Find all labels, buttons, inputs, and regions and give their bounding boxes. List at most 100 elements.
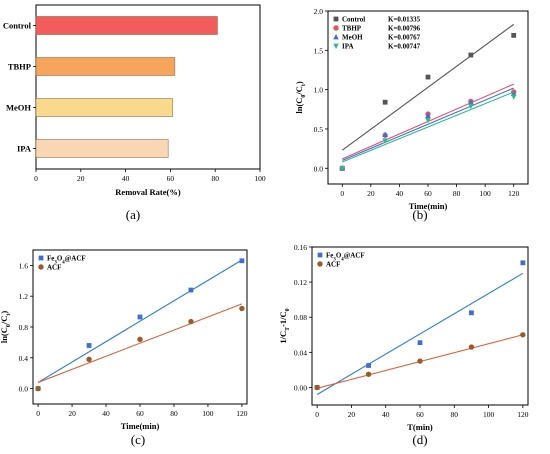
label-part-mid: /C <box>294 86 304 96</box>
x-tick-label: 20 <box>367 189 375 198</box>
label-part-mid: O <box>336 252 342 260</box>
x-tick-label: 100 <box>202 409 214 418</box>
data-point <box>365 371 372 377</box>
label-part-pre: Fe <box>326 252 333 260</box>
x-tick-label: 40 <box>102 409 110 418</box>
legend-marker <box>333 16 339 22</box>
y-tick-label: 0.0 <box>314 164 324 173</box>
x-tick-label: 80 <box>451 410 459 419</box>
data-point <box>137 314 143 320</box>
x-tick-label: 20 <box>348 410 356 419</box>
label-part-pre: 1/C <box>278 331 288 344</box>
legend-label: ACF <box>326 261 340 269</box>
data-point <box>86 356 92 363</box>
x-tick-label: 60 <box>136 409 144 418</box>
label-part-sub1: 0 <box>6 324 12 327</box>
y-tick-label: 0.00 <box>294 383 307 392</box>
x-axis-label: Time(min) <box>121 421 160 431</box>
label-part-sub1: T <box>285 327 291 331</box>
bar-control <box>35 16 218 35</box>
label-part-post: @ACF <box>344 252 365 260</box>
y-tick-label: 2.0 <box>314 7 324 16</box>
label-part-sub1: 3 <box>54 260 57 265</box>
data-point <box>382 131 388 137</box>
data-point <box>188 287 194 293</box>
y-axis-label: ln(C0/Ct) <box>0 311 12 344</box>
label-part-sub2: t <box>301 84 307 86</box>
legend-marker <box>317 252 323 258</box>
legend-marker <box>333 34 339 40</box>
legend-marker <box>38 264 44 270</box>
data-point <box>239 305 245 312</box>
data-point <box>382 138 388 144</box>
y-tick-label: 0.16 <box>294 243 307 252</box>
label-part-mid: /C <box>0 316 9 326</box>
data-point <box>510 94 517 100</box>
chart-c: 0 20 40 60 80 100 1200.00.40.81.21.6Time(min)l… <box>0 249 248 447</box>
x-tick-label: 20 <box>77 174 85 183</box>
y-tick-label: 1.0 <box>314 86 324 95</box>
label-part-sub2: t <box>6 314 12 316</box>
x-tick-label: 80 <box>170 409 178 418</box>
y-axis-label: ln(C0/Ct) <box>294 81 307 114</box>
x-tick-label: 60 <box>424 189 432 198</box>
legend-marker <box>333 43 339 49</box>
label-part-mid: O <box>57 255 63 263</box>
x-tick-label: 40 <box>122 174 130 183</box>
bar-ipa <box>35 139 169 158</box>
fit-line-0 <box>37 259 243 383</box>
panel-label: (b) <box>412 207 427 222</box>
x-tick-label: 60 <box>167 174 175 183</box>
panel-label: (a) <box>126 207 140 222</box>
x-tick-label: 120 <box>236 409 248 418</box>
x-tick-label: 20 <box>68 409 76 418</box>
data-point <box>188 318 194 325</box>
label-part-sub2: 4 <box>62 260 65 265</box>
y-axis-label: 1/CT-1/C0 <box>278 308 291 343</box>
data-point <box>425 112 431 118</box>
label-part-sub1: 3 <box>333 257 336 262</box>
y-tick-label: 0.12 <box>294 278 307 287</box>
y-tick-label: 0.04 <box>294 348 307 357</box>
y-tick-label: 0.4 <box>19 354 29 363</box>
label-part-post: ) <box>0 311 9 314</box>
x-tick-label: 40 <box>396 189 404 198</box>
x-tick-label: 40 <box>382 410 390 419</box>
y-category-label: TBHP <box>8 62 31 72</box>
x-tick-label: 100 <box>254 174 266 183</box>
legend-label: MeOH <box>342 34 363 42</box>
x-tick-label: 100 <box>483 410 495 419</box>
data-point <box>425 117 431 124</box>
data-point <box>366 363 371 368</box>
legend-marker <box>38 255 44 261</box>
x-tick-label: 0 <box>340 189 344 198</box>
legend-marker <box>317 261 323 267</box>
x-axis-label: T(min) <box>407 422 433 432</box>
legend-label: TBHP <box>342 25 362 33</box>
label-part-pre: Fe <box>47 255 54 263</box>
y-tick-label: 0.8 <box>19 323 29 332</box>
legend-label: Control <box>342 16 365 24</box>
data-point <box>469 310 474 316</box>
x-tick-label: 0 <box>36 409 40 418</box>
x-axis-label: Time(min) <box>409 201 448 211</box>
data-point <box>468 344 475 350</box>
fit-line-1 <box>37 303 243 383</box>
plot-frame <box>32 249 248 405</box>
label-part-mid: -1/C <box>278 311 288 327</box>
legend-label: Fe3O4@ACF <box>326 252 365 263</box>
y-category-label: Control <box>3 21 32 31</box>
data-point <box>520 332 526 338</box>
fit-line-0 <box>341 23 515 151</box>
x-tick-label: 120 <box>517 410 529 419</box>
legend-label: ACF <box>47 264 61 272</box>
legend-label: Fe3O4@ACF <box>47 255 86 266</box>
data-point <box>468 99 474 105</box>
chart-a: 0 20 40 60 80 100 Removal Rate(%) Control TBHP Me… <box>3 4 266 222</box>
y-tick-label: 0.0 <box>19 385 29 394</box>
data-point <box>382 99 388 105</box>
fit-line-2 <box>342 87 514 161</box>
y-tick-label: 1.5 <box>314 46 324 55</box>
label-part-post: @ACF <box>65 255 86 263</box>
